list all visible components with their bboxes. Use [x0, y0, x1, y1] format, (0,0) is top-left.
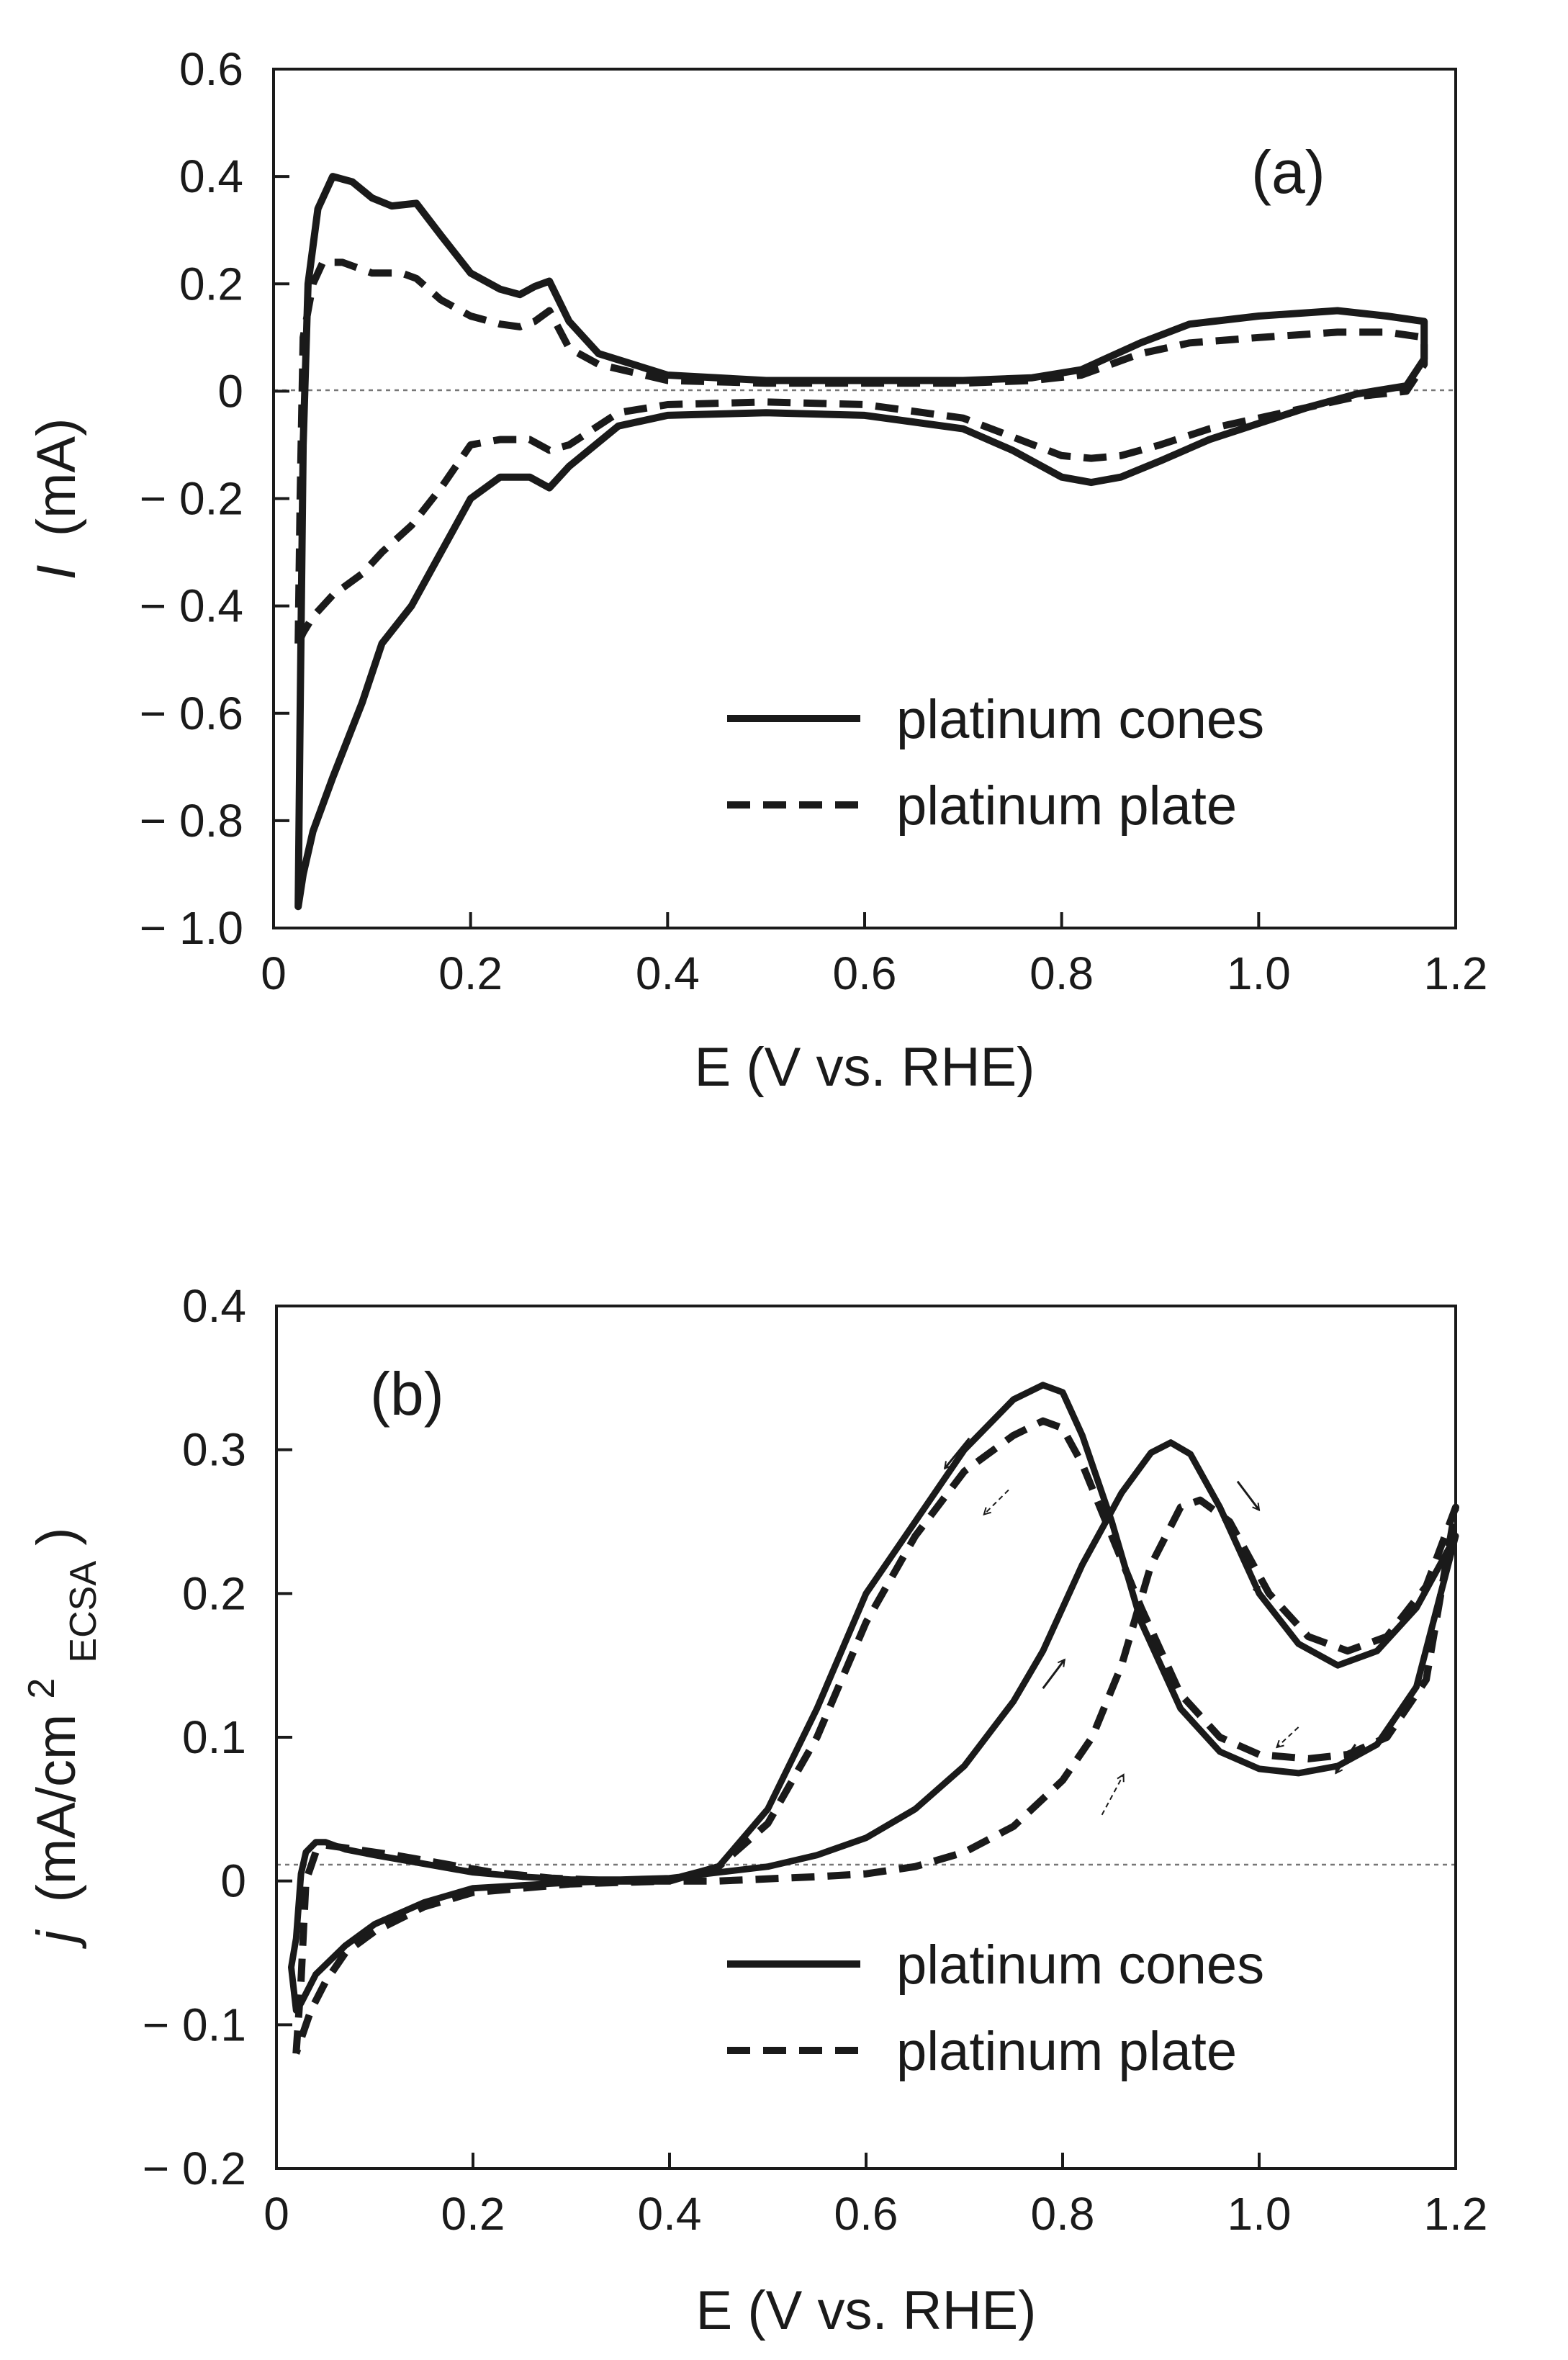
x-tick-label: 0.2	[441, 2188, 505, 2240]
y-tick-label: 0.2	[182, 1567, 246, 1619]
legend-label-platinum-plate: platinum plate	[896, 2021, 1237, 2082]
series-line-platinum-cones	[294, 173, 1428, 911]
legend: platinum cones platinum plate	[727, 689, 1264, 837]
y-axis: 0.6 0.4 0.2 0 − 0.2 − 0.4 − 0.6 − 0.8 − 1.0	[140, 43, 289, 954]
y-axis-unit: (mA/cm	[26, 1714, 87, 1903]
y-tick-label: − 0.8	[140, 795, 243, 847]
y-tick-label: − 0.2	[143, 2143, 246, 2194]
y-tick-label: 0	[220, 1855, 246, 1907]
y-tick-label: 0.4	[182, 1280, 246, 1332]
y-tick-label: 0	[217, 365, 243, 417]
chart-panel-b: 0 0.2 0.4 0.6 0.8 1.0 1.2 0.4 0.3 0.2 0.1 0 − 0.1 − …	[21, 1280, 1487, 2341]
scan-arrow-dashed	[1238, 1552, 1259, 1593]
y-axis-close: )	[26, 1528, 87, 1546]
scan-arrow-solid	[1335, 1744, 1357, 1773]
x-tick-label: 0.4	[638, 2188, 702, 2240]
legend-label-platinum-cones: platinum cones	[896, 689, 1264, 750]
y-axis-superscript: 2	[21, 1678, 63, 1699]
x-tick-label: 0	[263, 2188, 289, 2240]
y-axis-label: I (mA)	[26, 418, 87, 580]
y-tick-label: 0.3	[182, 1424, 246, 1476]
x-tick-label: 0.4	[636, 947, 700, 999]
y-axis: 0.4 0.3 0.2 0.1 0 − 0.1 − 0.2	[143, 1280, 292, 2194]
scan-arrow-solid	[945, 1437, 970, 1469]
y-tick-label: 0.2	[179, 258, 243, 310]
x-tick-label: 1.2	[1424, 2188, 1488, 2240]
x-tick-label: 0.6	[834, 2188, 898, 2240]
y-tick-label: 0.6	[179, 43, 243, 95]
x-axis-label: E (V vs. RHE)	[696, 2280, 1037, 2341]
y-tick-label: − 0.1	[143, 1999, 246, 2050]
scan-arrow-solid	[1042, 1659, 1065, 1690]
x-axis: 0 0.2 0.4 0.6 0.8 1.0 1.2	[263, 2153, 1487, 2240]
y-tick-label: − 0.2	[140, 473, 243, 525]
y-tick-label: 0.4	[179, 150, 243, 202]
series-line-platinum-cones	[288, 1382, 1459, 2014]
y-tick-label: − 1.0	[140, 902, 243, 954]
x-tick-label: 1.0	[1227, 2188, 1292, 2240]
x-tick-label: 1.0	[1227, 947, 1291, 999]
x-tick-label: 1.2	[1424, 947, 1488, 999]
scan-arrow-dashed	[984, 1489, 1009, 1515]
x-tick-label: 0.8	[1029, 947, 1094, 999]
legend-label-platinum-cones: platinum cones	[896, 1935, 1264, 1996]
x-tick-label: 0.6	[833, 947, 897, 999]
y-axis-subscript: ECSA	[63, 1561, 104, 1663]
legend: platinum cones platinum plate	[727, 1935, 1264, 2082]
y-tick-label: 0.1	[182, 1711, 246, 1763]
y-axis-label: j (mA/cm 2 ECSA )	[21, 1528, 104, 1950]
panel-label: (b)	[370, 1360, 444, 1428]
scan-arrow-solid	[1236, 1480, 1259, 1510]
panel-label: (a)	[1251, 138, 1325, 206]
x-axis: 0 0.2 0.4 0.6 0.8 1.0 1.2	[261, 912, 1487, 999]
y-axis-symbol: j	[26, 1929, 87, 1949]
x-tick-label: 0	[261, 947, 287, 999]
x-tick-label: 0.8	[1031, 2188, 1095, 2240]
series-line-platinum-plate	[292, 1417, 1459, 2055]
y-axis-symbol: I	[26, 564, 87, 580]
scan-direction-arrows	[945, 1437, 1357, 1816]
y-tick-label: − 0.6	[140, 688, 243, 739]
series-line-platinum-plate	[294, 258, 1428, 645]
scan-arrow-dashed	[1277, 1726, 1299, 1747]
scan-arrow-dashed	[1101, 1775, 1124, 1816]
x-tick-label: 0.2	[438, 947, 503, 999]
y-axis-unit: (mA)	[26, 418, 87, 537]
legend-label-platinum-plate: platinum plate	[896, 775, 1237, 837]
x-axis-label: E (V vs. RHE)	[695, 1037, 1035, 1098]
chart-panel-a: 0 0.2 0.4 0.6 0.8 1.0 1.2 0.6 0.4 0.2 0 − 0.2 − 0.4…	[26, 43, 1487, 1098]
plot-frame	[275, 1305, 1457, 2170]
y-tick-label: − 0.4	[140, 580, 243, 632]
